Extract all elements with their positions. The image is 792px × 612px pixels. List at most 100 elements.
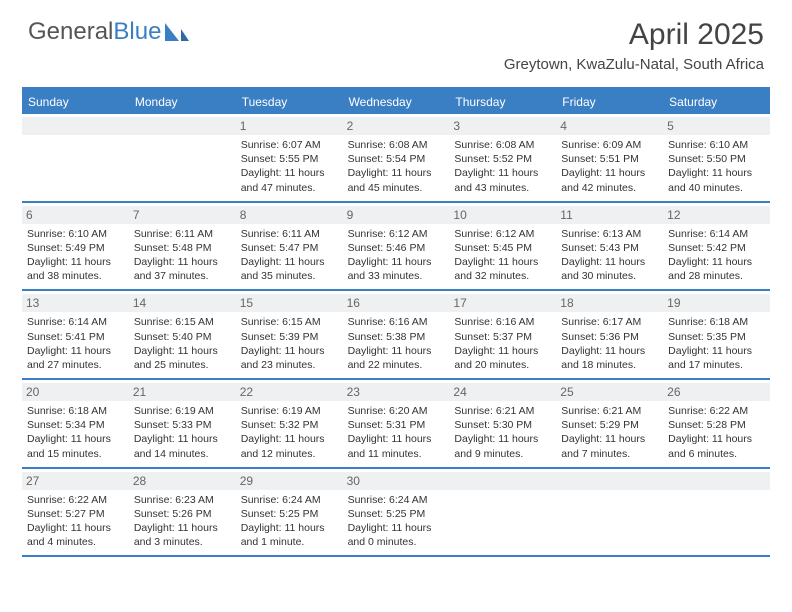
day-info: Sunrise: 6:22 AMSunset: 5:27 PMDaylight:… (27, 493, 124, 550)
day-cell: 9Sunrise: 6:12 AMSunset: 5:46 PMDaylight… (343, 203, 450, 290)
day-number: 15 (236, 294, 343, 312)
logo-sail-icon (163, 21, 191, 43)
day-number (22, 117, 129, 135)
day-info: Sunrise: 6:23 AMSunset: 5:26 PMDaylight:… (134, 493, 231, 550)
day-number: 21 (129, 383, 236, 401)
day-info: Sunrise: 6:12 AMSunset: 5:45 PMDaylight:… (454, 227, 551, 284)
day-number (556, 472, 663, 490)
day-cell: 19Sunrise: 6:18 AMSunset: 5:35 PMDayligh… (663, 291, 770, 378)
day-info: Sunrise: 6:14 AMSunset: 5:42 PMDaylight:… (668, 227, 765, 284)
day-cell: 10Sunrise: 6:12 AMSunset: 5:45 PMDayligh… (449, 203, 556, 290)
day-info: Sunrise: 6:19 AMSunset: 5:32 PMDaylight:… (241, 404, 338, 461)
sunrise-text: Sunrise: 6:24 AM (348, 493, 445, 507)
daylight-text: Daylight: 11 hours and 43 minutes. (454, 166, 551, 194)
day-info: Sunrise: 6:15 AMSunset: 5:40 PMDaylight:… (134, 315, 231, 372)
day-info: Sunrise: 6:17 AMSunset: 5:36 PMDaylight:… (561, 315, 658, 372)
day-cell: 8Sunrise: 6:11 AMSunset: 5:47 PMDaylight… (236, 203, 343, 290)
daylight-text: Daylight: 11 hours and 32 minutes. (454, 255, 551, 283)
sunrise-text: Sunrise: 6:08 AM (348, 138, 445, 152)
day-number: 17 (449, 294, 556, 312)
sunrise-text: Sunrise: 6:15 AM (241, 315, 338, 329)
day-number: 26 (663, 383, 770, 401)
daylight-text: Daylight: 11 hours and 25 minutes. (134, 344, 231, 372)
sunrise-text: Sunrise: 6:18 AM (27, 404, 124, 418)
day-number: 28 (129, 472, 236, 490)
day-info: Sunrise: 6:11 AMSunset: 5:47 PMDaylight:… (241, 227, 338, 284)
day-number: 11 (556, 206, 663, 224)
daylight-text: Daylight: 11 hours and 7 minutes. (561, 432, 658, 460)
day-cell: 1Sunrise: 6:07 AMSunset: 5:55 PMDaylight… (236, 114, 343, 201)
day-cell: 23Sunrise: 6:20 AMSunset: 5:31 PMDayligh… (343, 380, 450, 467)
day-number: 14 (129, 294, 236, 312)
sunset-text: Sunset: 5:48 PM (134, 241, 231, 255)
day-cell: 15 Sunrise: 6:15 AMSunset: 5:39 PMDayligh… (236, 291, 343, 378)
day-info: Sunrise: 6:12 AMSunset: 5:46 PMDaylight:… (348, 227, 445, 284)
sunset-text: Sunset: 5:51 PM (561, 152, 658, 166)
daylight-text: Daylight: 11 hours and 9 minutes. (454, 432, 551, 460)
day-number: 27 (22, 472, 129, 490)
title-block: April 2025 Greytown, KwaZulu-Natal, Sout… (504, 18, 764, 73)
day-info: Sunrise: 6:16 AMSunset: 5:38 PMDaylight:… (348, 315, 445, 372)
daylight-text: Daylight: 11 hours and 6 minutes. (668, 432, 765, 460)
day-cell: 16Sunrise: 6:16 AMSunset: 5:38 PMDayligh… (343, 291, 450, 378)
sunrise-text: Sunrise: 6:15 AM (134, 315, 231, 329)
day-cell: 5Sunrise: 6:10 AMSunset: 5:50 PMDaylight… (663, 114, 770, 201)
day-cell (22, 114, 129, 201)
month-title: April 2025 (504, 18, 764, 52)
day-cell: 20Sunrise: 6:18 AMSunset: 5:34 PMDayligh… (22, 380, 129, 467)
week-row: 27 Sunrise: 6:22 AMSunset: 5:27 PMDayligh… (22, 469, 770, 558)
daylight-text: Daylight: 11 hours and 4 minutes. (27, 521, 124, 549)
day-info: Sunrise: 6:22 AMSunset: 5:28 PMDaylight:… (668, 404, 765, 461)
day-info: Sunrise: 6:15 AMSunset: 5:39 PMDaylight:… (241, 315, 338, 372)
day-cell: 25Sunrise: 6:21 AMSunset: 5:29 PMDayligh… (556, 380, 663, 467)
sunset-text: Sunset: 5:49 PM (27, 241, 124, 255)
week-row: 13Sunrise: 6:14 AMSunset: 5:41 PMDayligh… (22, 291, 770, 380)
sunset-text: Sunset: 5:39 PM (241, 330, 338, 344)
sunrise-text: Sunrise: 6:19 AM (134, 404, 231, 418)
weeks-container: 1Sunrise: 6:07 AMSunset: 5:55 PMDaylight… (22, 114, 770, 557)
day-number: 20 (22, 383, 129, 401)
sunset-text: Sunset: 5:29 PM (561, 418, 658, 432)
day-cell: 28 Sunrise: 6:23 AMSunset: 5:26 PMDayligh… (129, 469, 236, 556)
daylight-text: Daylight: 11 hours and 47 minutes. (241, 166, 338, 194)
day-info: Sunrise: 6:10 AMSunset: 5:49 PMDaylight:… (27, 227, 124, 284)
day-number: 30 (343, 472, 450, 490)
logo-text-general: General (28, 18, 113, 46)
day-number: 29 (236, 472, 343, 490)
daylight-text: Daylight: 11 hours and 17 minutes. (668, 344, 765, 372)
daylight-text: Daylight: 11 hours and 35 minutes. (241, 255, 338, 283)
sunset-text: Sunset: 5:42 PM (668, 241, 765, 255)
day-number: 6 (22, 206, 129, 224)
day-number: 7 (129, 206, 236, 224)
sunrise-text: Sunrise: 6:11 AM (134, 227, 231, 241)
day-cell: 6 Sunrise: 6:10 AMSunset: 5:49 PMDaylight… (22, 203, 129, 290)
day-cell: 26 Sunrise: 6:22 AMSunset: 5:28 PMDayligh… (663, 380, 770, 467)
sunrise-text: Sunrise: 6:09 AM (561, 138, 658, 152)
weekday-header-cell: Monday (129, 90, 236, 114)
day-cell: 11 Sunrise: 6:13 AMSunset: 5:43 PMDayligh… (556, 203, 663, 290)
day-number: 1 (236, 117, 343, 135)
sunset-text: Sunset: 5:38 PM (348, 330, 445, 344)
daylight-text: Daylight: 11 hours and 11 minutes. (348, 432, 445, 460)
day-info: Sunrise: 6:13 AMSunset: 5:43 PMDaylight:… (561, 227, 658, 284)
day-cell: 4Sunrise: 6:09 AMSunset: 5:51 PMDaylight… (556, 114, 663, 201)
day-info: Sunrise: 6:11 AMSunset: 5:48 PMDaylight:… (134, 227, 231, 284)
day-number (449, 472, 556, 490)
sunset-text: Sunset: 5:52 PM (454, 152, 551, 166)
day-number: 5 (663, 117, 770, 135)
sunset-text: Sunset: 5:32 PM (241, 418, 338, 432)
day-cell: 18Sunrise: 6:17 AMSunset: 5:36 PMDayligh… (556, 291, 663, 378)
daylight-text: Daylight: 11 hours and 1 minute. (241, 521, 338, 549)
sunrise-text: Sunrise: 6:08 AM (454, 138, 551, 152)
day-info: Sunrise: 6:21 AMSunset: 5:30 PMDaylight:… (454, 404, 551, 461)
day-cell: 7 Sunrise: 6:11 AMSunset: 5:48 PMDaylight… (129, 203, 236, 290)
logo: GeneralBlue (28, 18, 191, 46)
day-info: Sunrise: 6:24 AMSunset: 5:25 PMDaylight:… (241, 493, 338, 550)
day-cell: 13Sunrise: 6:14 AMSunset: 5:41 PMDayligh… (22, 291, 129, 378)
day-cell (449, 469, 556, 556)
sunset-text: Sunset: 5:46 PM (348, 241, 445, 255)
day-info: Sunrise: 6:18 AMSunset: 5:35 PMDaylight:… (668, 315, 765, 372)
sunset-text: Sunset: 5:31 PM (348, 418, 445, 432)
daylight-text: Daylight: 11 hours and 33 minutes. (348, 255, 445, 283)
day-info: Sunrise: 6:14 AMSunset: 5:41 PMDaylight:… (27, 315, 124, 372)
